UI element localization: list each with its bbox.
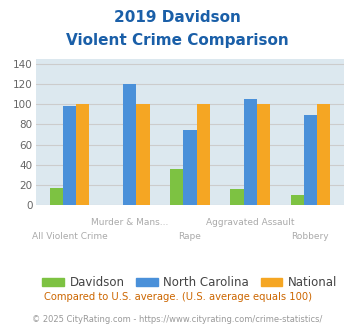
Bar [290, 195, 304, 205]
Bar [257, 105, 270, 205]
Text: Murder & Mans...: Murder & Mans... [91, 218, 168, 227]
Text: Robbery: Robbery [291, 232, 329, 241]
Text: All Violent Crime: All Violent Crime [32, 232, 107, 241]
Bar [50, 187, 63, 205]
Bar [197, 105, 210, 205]
Legend: Davidson, North Carolina, National: Davidson, North Carolina, National [38, 272, 342, 294]
Bar [304, 115, 317, 205]
Text: Compared to U.S. average. (U.S. average equals 100): Compared to U.S. average. (U.S. average … [44, 292, 311, 302]
Bar [317, 105, 330, 205]
Bar [136, 105, 149, 205]
Bar [123, 84, 136, 205]
Text: © 2025 CityRating.com - https://www.cityrating.com/crime-statistics/: © 2025 CityRating.com - https://www.city… [32, 315, 323, 324]
Bar [230, 188, 244, 205]
Text: Violent Crime Comparison: Violent Crime Comparison [66, 33, 289, 48]
Bar [76, 105, 89, 205]
Bar [183, 130, 197, 205]
Text: Rape: Rape [179, 232, 201, 241]
Bar [170, 169, 183, 205]
Bar [63, 107, 76, 205]
Text: Aggravated Assault: Aggravated Assault [206, 218, 294, 227]
Text: 2019 Davidson: 2019 Davidson [114, 10, 241, 25]
Bar [244, 99, 257, 205]
